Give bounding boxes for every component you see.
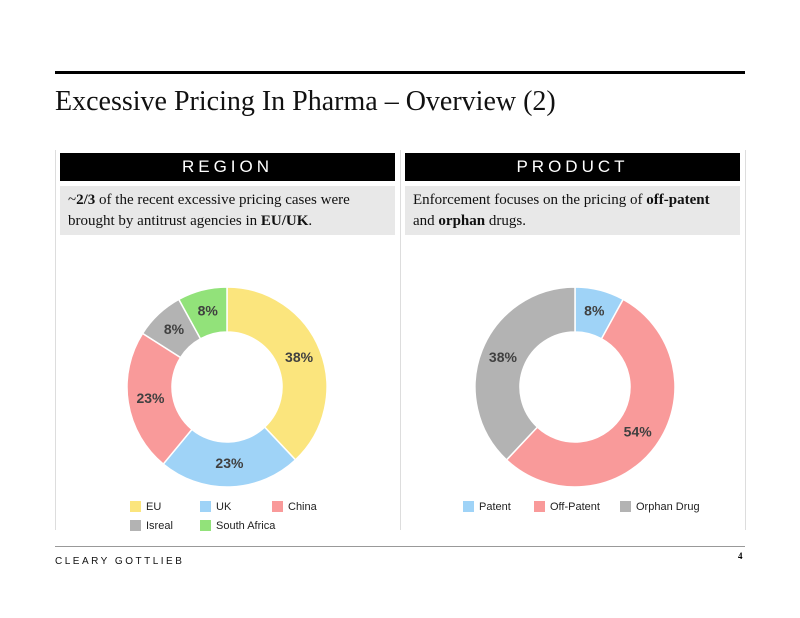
divider: [55, 150, 56, 530]
text-run: .: [308, 213, 313, 229]
legend-label: South Africa: [216, 520, 276, 532]
bottom-rule: [55, 546, 745, 547]
data-label: 38%: [285, 349, 314, 365]
legend-swatch: [534, 501, 545, 512]
donut-segment: [474, 286, 576, 461]
text-run: 2/3: [76, 192, 96, 208]
data-label: 23%: [136, 390, 165, 406]
legend-label: Orphan Drug: [636, 501, 700, 513]
text-run: off-patent: [646, 192, 710, 208]
panel-header: PRODUCT: [405, 153, 740, 181]
legend-label: UK: [216, 501, 232, 513]
legend-swatch: [130, 520, 141, 531]
legend-swatch: [200, 501, 211, 512]
text-run: Enforcement focuses on the pricing of: [413, 192, 647, 208]
panel-text: Enforcement focuses on the pricing of of…: [405, 186, 740, 235]
panel-header: REGION: [60, 153, 395, 181]
data-label: 54%: [624, 423, 653, 439]
slide-title: Excessive Pricing In Pharma – Overview (…: [55, 86, 556, 117]
data-label: 8%: [584, 303, 605, 319]
data-label: 8%: [198, 303, 219, 319]
donut-segment: [505, 298, 676, 488]
donut-segment: [226, 286, 328, 461]
legend-swatch: [130, 501, 141, 512]
legend-label: China: [288, 501, 318, 513]
donut-segment: [162, 426, 297, 488]
text-run: of the recent excessive pricing cases we…: [68, 192, 350, 229]
legend-label: EU: [146, 501, 161, 513]
legend-swatch: [463, 501, 474, 512]
divider: [745, 150, 746, 530]
data-label: 8%: [164, 321, 185, 337]
panel-text: ~2/3 of the recent excessive pricing cas…: [60, 186, 395, 235]
legend-swatch: [620, 501, 631, 512]
text-run: orphan: [438, 213, 486, 229]
divider: [400, 150, 401, 530]
legend-label: Off-Patent: [550, 501, 600, 513]
page-number: 4: [738, 551, 743, 561]
donut-segment: [177, 286, 228, 340]
brand: CLEARY GOTTLIEB: [55, 556, 185, 567]
text-run: ~: [68, 192, 77, 208]
legend-label: Isreal: [146, 520, 173, 532]
donut-segment: [126, 332, 193, 466]
legend-swatch: [200, 520, 211, 531]
data-label: 38%: [489, 349, 518, 365]
top-rule: [55, 71, 745, 74]
legend-swatch: [272, 501, 283, 512]
text-run: and: [413, 213, 439, 229]
legend-label: Patent: [479, 501, 511, 513]
text-run: drugs.: [485, 213, 526, 229]
text-run: EU/UK: [260, 213, 309, 229]
data-label: 23%: [215, 455, 244, 471]
